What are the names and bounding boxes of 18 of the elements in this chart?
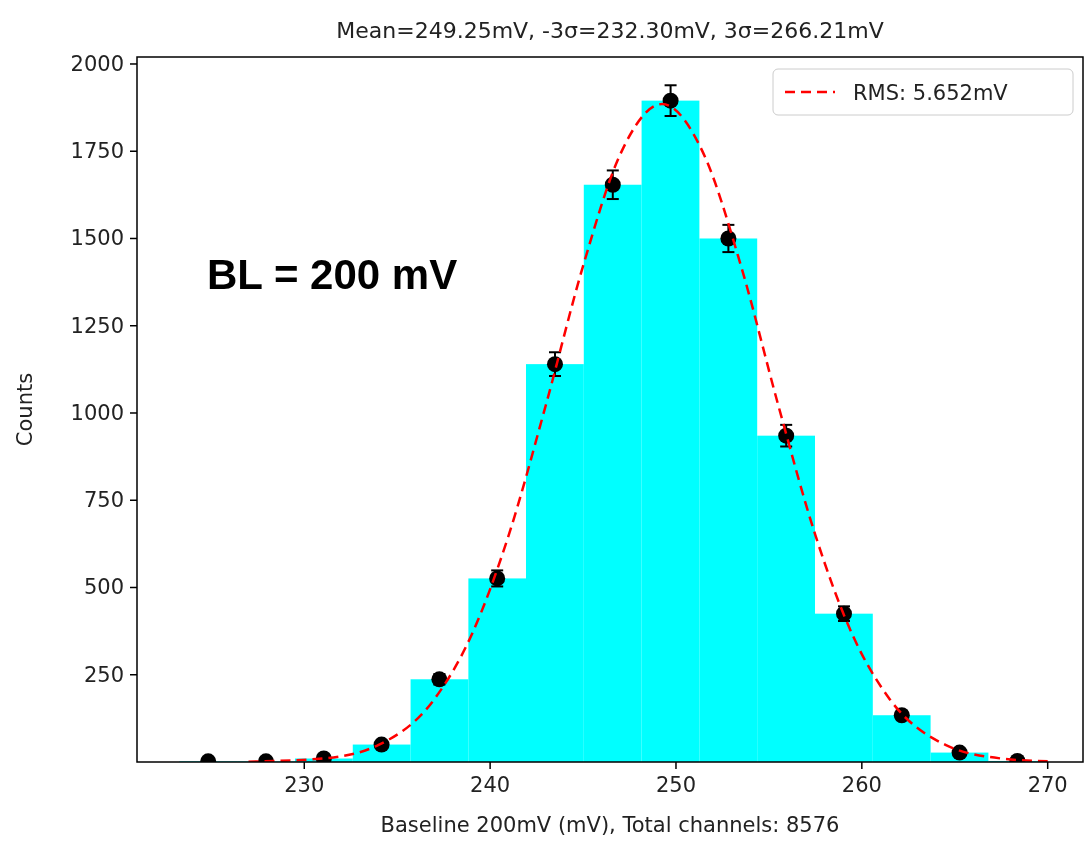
y-tick-label: 500 — [83, 575, 124, 600]
y-tick-label: 1500 — [70, 226, 124, 251]
x-tick-label: 260 — [841, 773, 882, 797]
y-tick-label: 2000 — [70, 51, 124, 76]
x-tick-label: 240 — [470, 773, 511, 797]
y-tick-label: 250 — [83, 662, 124, 687]
y-tick-label: 1250 — [70, 313, 124, 338]
x-tick-label: 250 — [655, 773, 697, 797]
y-tick-label: 1750 — [70, 139, 124, 164]
legend-label: RMS: 5.652mV — [853, 81, 1009, 105]
x-tick-label: 230 — [284, 773, 325, 797]
y-axis-title: Counts — [13, 372, 37, 447]
chart-title: Mean=249.25mV, -3σ=232.30mV, 3σ=266.21mV — [336, 18, 884, 43]
annotation: BL = 200 mV — [207, 251, 458, 298]
x-tick-label: 270 — [1027, 773, 1068, 797]
x-axis-title: Baseline 200mV (mV), Total channels: 8576 — [380, 813, 840, 837]
y-tick-label: 1000 — [70, 400, 124, 425]
y-tick-label: 750 — [83, 488, 124, 513]
